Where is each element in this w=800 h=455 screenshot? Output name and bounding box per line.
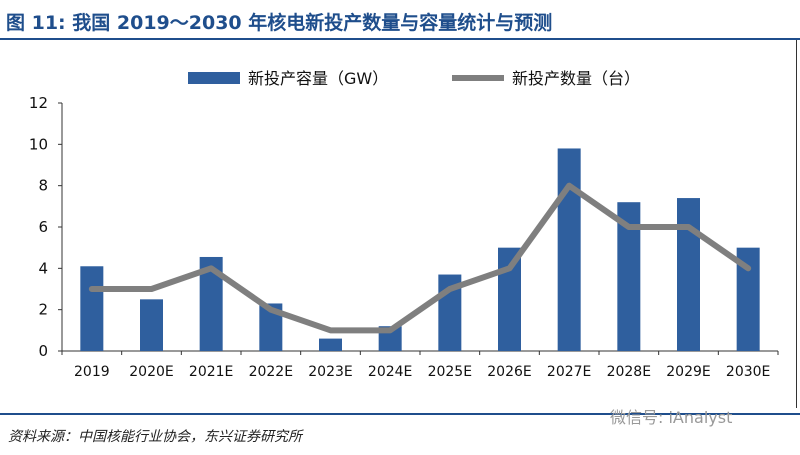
line-series xyxy=(88,182,752,334)
y-tick-label: 6 xyxy=(38,218,48,236)
x-tick-label: 2027E xyxy=(547,364,591,380)
x-tick-label: 2024E xyxy=(368,364,412,380)
x-tick-label: 2022E xyxy=(249,364,293,380)
x-tick-label: 2028E xyxy=(607,364,651,380)
title-divider xyxy=(0,38,800,40)
bar-2020E xyxy=(140,299,163,351)
frame-right-border xyxy=(796,40,797,408)
source-note: 资料来源：中国核能行业协会，东兴证券研究所 xyxy=(8,429,302,445)
watermark: 微信号: iAnalyst xyxy=(610,408,733,427)
x-tick-label: 2026E xyxy=(487,364,531,380)
x-tick-label: 2020E xyxy=(129,364,173,380)
bar-2030E xyxy=(736,247,760,351)
y-tick-label: 0 xyxy=(38,342,48,360)
x-tick-label: 2030E xyxy=(726,364,770,380)
bar-2029E xyxy=(677,198,700,351)
footer-divider xyxy=(0,413,800,415)
bar-2026E xyxy=(498,247,521,351)
legend: 新投产容量（GW） 新投产数量（台） xyxy=(188,69,640,88)
bar-2022E xyxy=(259,303,283,351)
y-tick-label: 12 xyxy=(29,94,48,112)
x-tick-label: 2019 xyxy=(74,364,110,380)
legend-label-bar: 新投产容量（GW） xyxy=(248,69,388,88)
figure-title: 图 11: 我国 2019～2030 年核电新投产数量与容量统计与预测 xyxy=(6,12,553,34)
bar-2021E xyxy=(199,256,223,351)
bar-2027E xyxy=(557,148,581,351)
bar-2028E xyxy=(617,202,641,351)
x-tick-label: 2025E xyxy=(428,364,472,380)
y-tick-label: 10 xyxy=(29,135,48,153)
bar-2019 xyxy=(80,266,104,351)
legend-swatch-bar xyxy=(188,72,240,84)
y-tick-label: 4 xyxy=(38,259,48,277)
y-tick-label: 8 xyxy=(38,177,48,195)
bar-2023E xyxy=(319,338,342,351)
x-tick-label: 2023E xyxy=(308,364,352,380)
x-tick-label: 2021E xyxy=(189,364,233,380)
y-tick-label: 2 xyxy=(38,301,48,319)
x-tick-label: 2029E xyxy=(666,364,710,380)
legend-label-line: 新投产数量（台） xyxy=(512,69,640,88)
